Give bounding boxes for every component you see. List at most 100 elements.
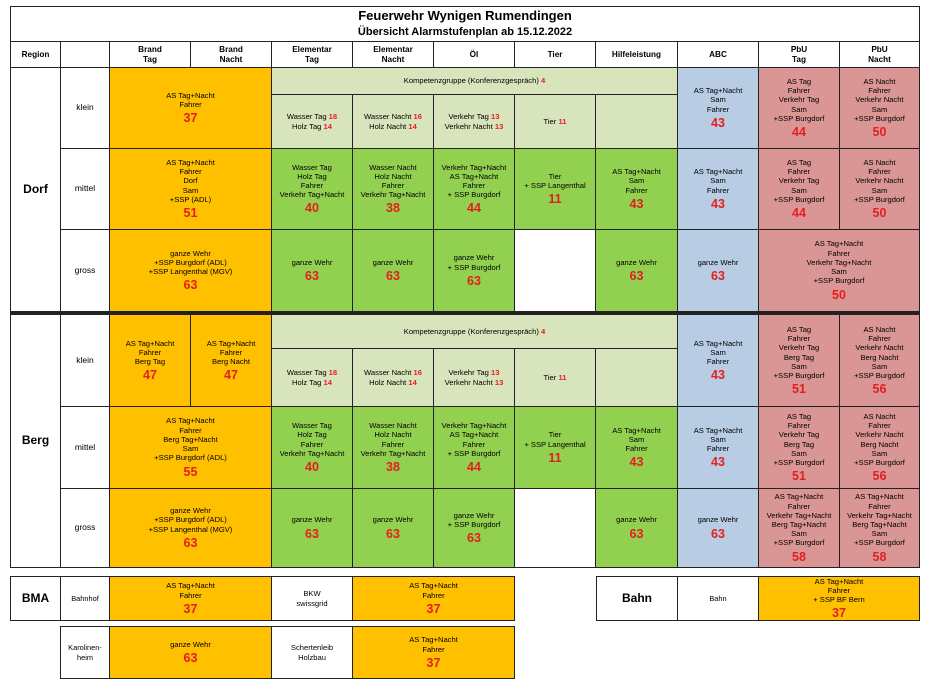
berg-pbu-tag-mittel: AS Tag Fahrer Verkehr Tag Berg Tag Sam +SSP B…	[758, 406, 840, 489]
region-dorf: Dorf	[10, 67, 61, 312]
text-line: Tier	[548, 430, 562, 440]
header-tier: Tier	[514, 41, 596, 68]
text-line: Fahrer	[787, 501, 811, 511]
text-line: Nacht	[868, 54, 891, 64]
text-line: Verkehr Tag+Nacht	[766, 510, 832, 520]
dorf-oel-mittel: Verkehr Tag+Nacht AS Tag+Nacht Fahrer + SSP…	[433, 148, 515, 230]
text-line: Verkehr Tag	[778, 343, 820, 353]
berg-brand-tag-klein: AS Tag+Nacht Fahrer Berg Tag 47	[109, 314, 191, 407]
text-line: Elementar	[373, 44, 413, 54]
text-line: Fahrer	[787, 334, 811, 344]
berg-abc-klein: AS Tag+Nacht Sam Fahrer 43	[677, 314, 759, 407]
dorf-tier-klein: Tier 11	[514, 94, 596, 149]
text-line: +SSP Burgdorf	[773, 370, 825, 380]
text-line: Holz Nacht	[374, 171, 412, 181]
text-line: Fahrer	[179, 425, 202, 435]
text-line: AS Tag	[786, 324, 812, 334]
text-line: + SSP Burgdorf	[447, 190, 501, 200]
text-line: Sam	[628, 434, 645, 444]
text-line: Berg Tag	[783, 439, 815, 449]
text-line: Verkehr Tag	[778, 430, 820, 440]
text-line: Sam	[182, 444, 199, 454]
text-line: PbU	[871, 44, 888, 54]
text-line: Fahrer	[138, 347, 162, 357]
header-elementar-nacht: Elementar Nacht	[352, 41, 434, 68]
region-berg: Berg	[10, 314, 61, 568]
text-line: AS Tag+Nacht	[166, 581, 215, 591]
text-line: Berg Nacht	[860, 352, 899, 362]
berg-pbu-nacht-gross: AS Tag+Nacht Fahrer Verkehr Tag+Nacht Berg …	[839, 488, 920, 568]
text-line: +SSP Burgdorf (ADL)	[154, 257, 227, 267]
text-line: Verkehr Tag+Nacht	[441, 421, 507, 431]
dorf-hilfeleistung-gross: ganze Wehr 63	[595, 229, 678, 312]
text-line: +SSP Burgdorf	[854, 538, 905, 548]
berg-kompetenzgruppe: Kompetenzgruppe (Konferenzgespräch) 4	[271, 314, 678, 349]
bma-bkw: BKW swissgrid	[271, 576, 353, 621]
bma-bkw-brand: AS Tag+Nacht Fahrer 37	[352, 576, 515, 621]
section-divider	[10, 311, 920, 314]
text-line: Fahrer	[300, 439, 324, 449]
text-line: Fahrer	[868, 334, 891, 344]
text-line: + SSP Burgdorf	[447, 520, 501, 529]
text-line: Fahrer	[868, 167, 891, 177]
text-line: Berg Tag+Nacht	[163, 434, 218, 444]
text-line: Fahrer	[422, 644, 445, 654]
bma-bahnhof: Bahnhof	[60, 576, 110, 621]
dorf-brand-gross: ganze Wehr +SSP Burgdorf (ADL) +SSP Langen…	[109, 229, 272, 312]
dorf-tier-mittel: Tier + SSP Langenthal 11	[514, 148, 596, 230]
text-line: Fahrer	[381, 181, 405, 190]
text-line: Fahrer	[625, 444, 648, 454]
text-line: Wasser Nacht	[369, 421, 417, 431]
text-line: Verkehr Tag+Nacht	[360, 190, 426, 200]
text-line: AS Tag+Nacht	[409, 581, 458, 591]
dorf-elementar-tag-gross: ganze Wehr 63	[271, 229, 353, 312]
header-region: Region	[10, 41, 61, 68]
text-line: Nacht	[219, 54, 243, 64]
berg-brand-mittel: AS Tag+Nacht Fahrer Berg Tag+Nacht Sam +SSP …	[109, 406, 272, 489]
dorf-hilfeleistung-mittel: AS Tag+Nacht Sam Fahrer 43	[595, 148, 678, 230]
text-line: Tag	[305, 54, 319, 64]
berg-tier-gross	[514, 488, 596, 568]
text-line: Berg Nacht	[860, 439, 899, 449]
text-line: Berg Tag+Nacht	[771, 520, 827, 529]
dorf-pbu-tag-mittel: AS Tag Fahrer Verkehr Tag Sam +SSP Burgdorf 4…	[758, 148, 840, 230]
text-line: Sam	[710, 176, 726, 186]
text-line: AS Nacht	[863, 411, 896, 421]
text-line: ganze Wehr	[453, 253, 495, 263]
text-line: Verkehr Tag+Nacht	[847, 510, 912, 520]
berg-size-mittel: mittel	[60, 406, 110, 489]
text-line: Fahrer	[179, 100, 202, 109]
text-line: AS Tag	[786, 157, 812, 167]
text-line: AS Tag+Nacht	[693, 86, 743, 96]
text-line: Sam	[710, 347, 726, 357]
dorf-brand-klein: AS Tag+Nacht Fahrer 37	[109, 67, 272, 149]
berg-oel-mittel: Verkehr Tag+Nacht AS Tag+Nacht Fahrer + SSP…	[433, 406, 515, 489]
bma-schertenleib: Schertenleib Holzbau	[271, 626, 353, 679]
text-line: heim	[76, 652, 94, 662]
text-line: + SSP Burgdorf	[447, 262, 501, 272]
berg-oel-gross: ganze Wehr + SSP Burgdorf 63	[433, 488, 515, 568]
text-line: AS Nacht	[863, 324, 896, 334]
text-line: Fahrer	[300, 181, 324, 190]
text-line: Sam	[831, 267, 847, 277]
dorf-size-mittel: mittel	[60, 148, 110, 230]
text-line: Sam	[871, 104, 888, 114]
text-line: AS Tag+Nacht	[449, 430, 499, 440]
region-bma: BMA	[10, 576, 61, 621]
header-hilfeleistung: Hilfeleistung	[595, 41, 678, 68]
text-line: Fahrer	[706, 104, 730, 114]
berg-elementar-nacht-gross: ganze Wehr 63	[352, 488, 434, 568]
berg-size-klein: klein	[60, 314, 110, 407]
text-line: Fahrer	[179, 167, 202, 177]
dorf-oel-gross: ganze Wehr + SSP Burgdorf 63	[433, 229, 515, 312]
text-line: Fahrer	[868, 421, 891, 431]
berg-pbu-tag-klein: AS Tag Fahrer Verkehr Tag Berg Tag Sam +SSP B…	[758, 314, 840, 407]
text-line: AS Tag+Nacht	[814, 576, 864, 586]
text-line: Fahrer	[827, 585, 851, 595]
bma-karolinenheim-brand: ganze Wehr 63	[109, 626, 272, 679]
dorf-tier-gross	[514, 229, 596, 312]
berg-pbu-tag-gross: AS Tag+Nacht Fahrer Verkehr Tag+Nacht Berg …	[758, 488, 840, 568]
text-line: Fahrer	[787, 86, 811, 96]
text-line: +SSP Burgdorf	[854, 113, 905, 123]
